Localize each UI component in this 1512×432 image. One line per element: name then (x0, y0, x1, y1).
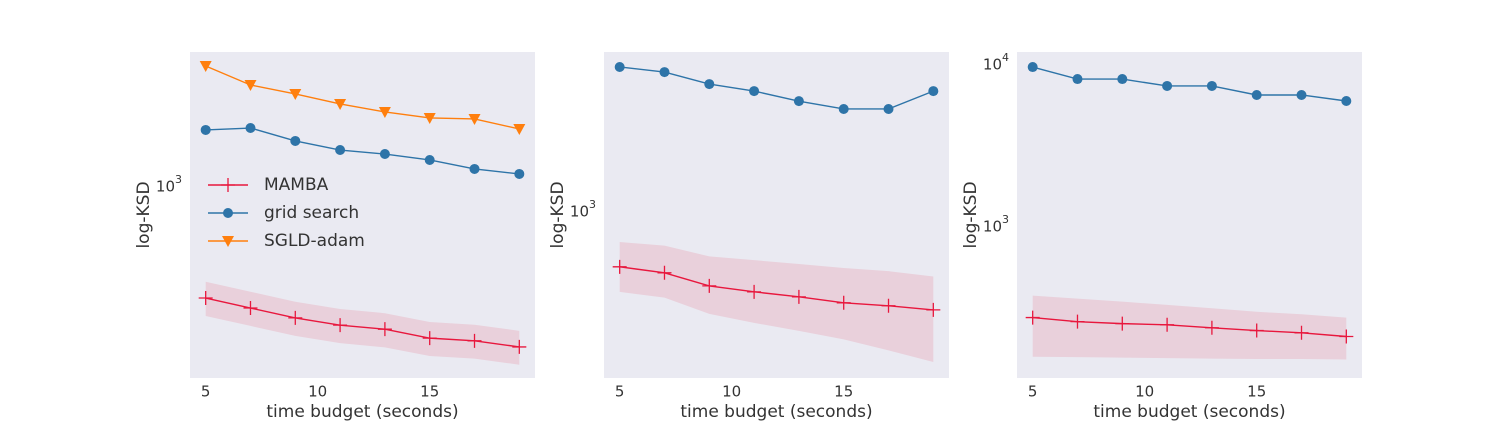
marker (245, 123, 256, 134)
legend-marker (222, 236, 234, 247)
marker (334, 98, 347, 110)
marker (1027, 62, 1038, 73)
marker (198, 291, 213, 306)
x-axis-label: time budget (seconds) (266, 402, 458, 422)
marker (791, 289, 806, 304)
marker (1070, 314, 1085, 329)
marker (1204, 320, 1219, 335)
legend-label: MAMBA (264, 175, 329, 195)
x-tick-label: 10 (1135, 383, 1154, 401)
marker (290, 135, 301, 146)
marker (199, 61, 212, 73)
marker (1162, 80, 1173, 91)
y-tick-label: 103 (983, 213, 1009, 236)
marker (424, 154, 435, 165)
marker (1294, 325, 1309, 340)
x-tick-label: 10 (308, 383, 327, 401)
marker (335, 145, 346, 156)
series-line (205, 297, 520, 348)
confidence-band (1032, 295, 1347, 360)
marker (793, 96, 804, 107)
plot-area (1017, 52, 1362, 378)
marker (612, 259, 627, 274)
plot-area (190, 52, 535, 378)
x-tick-label: 5 (1028, 383, 1038, 401)
marker (614, 61, 625, 72)
y-tick-label: 104 (983, 51, 1009, 74)
marker (1206, 80, 1217, 91)
marker (333, 318, 348, 333)
series-line (619, 266, 934, 311)
y-axis-label: log-KSD (961, 181, 981, 248)
marker (1296, 89, 1307, 100)
marker (926, 302, 941, 317)
legend-marker (223, 208, 233, 218)
marker (838, 103, 849, 114)
series-line (205, 65, 520, 130)
series-line (619, 66, 934, 110)
series-line (1032, 316, 1347, 338)
x-tick-label: 15 (1247, 383, 1266, 401)
y-tick-label: 103 (570, 198, 596, 221)
y-tick-label: 103 (156, 173, 182, 196)
marker (836, 295, 851, 310)
series-line (205, 127, 520, 175)
marker (1025, 310, 1040, 325)
marker (469, 163, 480, 174)
marker (1249, 323, 1264, 338)
confidence-band (619, 241, 934, 362)
marker (200, 124, 211, 135)
marker (883, 103, 894, 114)
y-axis-label: log-KSD (134, 181, 154, 248)
marker (659, 67, 670, 78)
marker (749, 86, 760, 97)
marker (881, 298, 896, 313)
x-axis-label: time budget (seconds) (1093, 402, 1285, 422)
marker (702, 278, 717, 293)
marker (289, 88, 302, 100)
marker (377, 322, 392, 337)
x-tick-label: 5 (615, 383, 625, 401)
marker (1072, 74, 1083, 85)
marker (288, 310, 303, 325)
x-axis-label: time budget (seconds) (680, 402, 872, 422)
marker (379, 149, 390, 160)
marker (468, 113, 481, 125)
marker (657, 265, 672, 280)
legend-label: SGLD-adam (264, 231, 365, 251)
series-line (1032, 66, 1347, 102)
marker (423, 112, 436, 124)
marker (378, 106, 391, 118)
marker (747, 284, 762, 299)
x-tick-label: 15 (834, 383, 853, 401)
marker (467, 333, 482, 348)
marker (512, 339, 527, 354)
marker (513, 123, 526, 135)
marker (1339, 329, 1354, 344)
marker (514, 168, 525, 179)
marker (1115, 316, 1130, 331)
y-axis-label: log-KSD (548, 181, 568, 248)
x-tick-label: 10 (722, 383, 741, 401)
x-tick-label: 5 (201, 383, 211, 401)
marker (422, 331, 437, 346)
marker (1160, 317, 1175, 332)
marker (928, 86, 939, 97)
x-tick-label: 15 (420, 383, 439, 401)
marker (1341, 96, 1352, 107)
confidence-band (205, 281, 520, 365)
marker (244, 79, 257, 91)
legend-marker (221, 178, 235, 192)
legend-label: grid search (264, 203, 359, 223)
marker (1251, 89, 1262, 100)
marker (243, 301, 258, 316)
marker (704, 79, 715, 90)
marker (1117, 74, 1128, 85)
